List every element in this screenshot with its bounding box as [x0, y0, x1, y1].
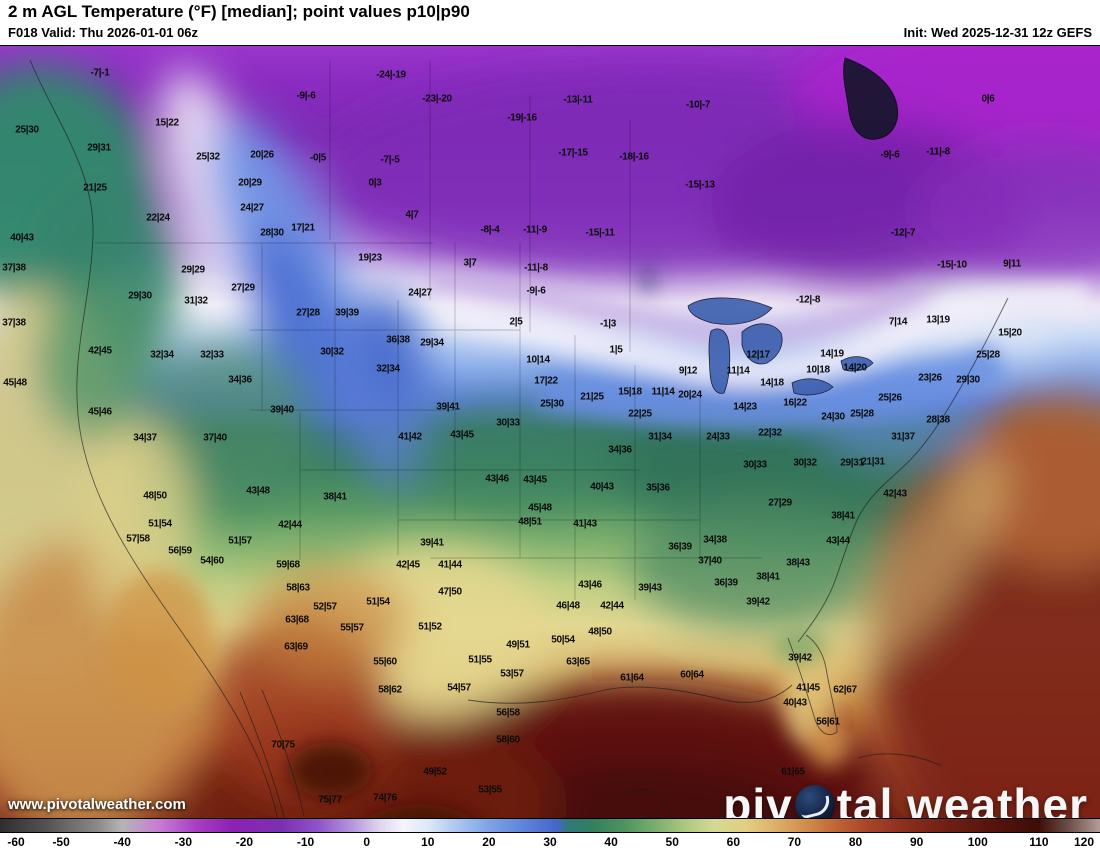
colorbar-gradient: [0, 818, 1100, 833]
map-title: 2 m AGL Temperature (°F) [median]; point…: [8, 2, 470, 21]
colorbar-tick-label: -60: [7, 835, 25, 849]
colorbar-tick-label: -20: [235, 835, 254, 849]
temperature-blobs: [0, 46, 1100, 818]
lake-erie: [791, 378, 834, 396]
colorbar-tick-label: 120: [1073, 835, 1095, 849]
watermark-url: www.pivotalweather.com: [8, 796, 186, 813]
colorbar-tick-label: 100: [967, 835, 988, 849]
colorbar-tick-label: -40: [113, 835, 131, 849]
colorbar-tick-label: 80: [848, 835, 863, 849]
colorbar-tick-label: 60: [726, 835, 741, 849]
header: 2 m AGL Temperature (°F) [median]; point…: [0, 0, 1100, 46]
colorbar-tick-label: 0: [363, 835, 370, 849]
colorbar-tick-label: -10: [296, 835, 315, 849]
colorbar-tick-label: 70: [787, 835, 802, 849]
colorbar-tick-label: -30: [174, 835, 192, 849]
lake-ontario: [840, 356, 874, 372]
state-borders: [95, 60, 762, 600]
hudson-bay: [843, 57, 899, 140]
lake-huron: [741, 323, 783, 365]
init-time-label: Init: Wed 2025-12-31 12z GEFS: [903, 25, 1092, 40]
colorbar-tick-label: 50: [665, 835, 679, 849]
colorbar-tick-label: -50: [52, 835, 70, 849]
colorbar-ticks: -60 -50 -40 -30 -20 -10 0 10 20 30 40 50 60 70 80 90 100…: [0, 818, 1100, 850]
lake-superior: [687, 297, 773, 325]
lake-michigan: [708, 328, 731, 394]
valid-time-label: F018 Valid: Thu 2026-01-01 06z: [8, 25, 199, 40]
coastlines: [29, 59, 1009, 818]
colorbar: -60 -50 -40 -30 -20 -10 0 10 20 30 40 50 60 70 80 90 100…: [0, 818, 1100, 850]
colorbar-tick-label: 90: [909, 835, 924, 849]
colorbar-tick-label: 20: [482, 835, 496, 849]
colorbar-tick-label: 40: [604, 835, 618, 849]
colorbar-tick-label: 10: [421, 835, 435, 849]
lakes: [687, 297, 874, 396]
colorbar-tick-label: 110: [1029, 835, 1049, 849]
temperature-bands: [105, 264, 1091, 818]
colorbar-tick-label: 30: [543, 835, 557, 849]
